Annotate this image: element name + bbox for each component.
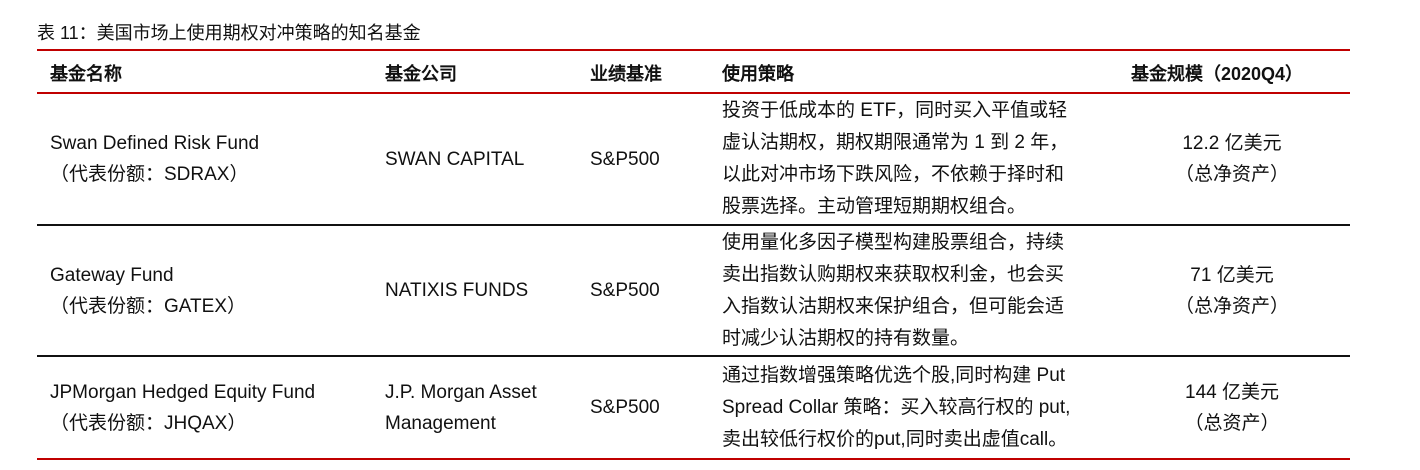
strategy-line: 通过指数增强策略优选个股,同时构建 Put [722, 364, 1066, 386]
table-row: Gateway Fund （代表份额：GATEX） NATIXIS FUNDS S… [37, 226, 1350, 355]
strategy-line: 入指数认沽期权来保护组合，但可能会适 [722, 295, 1065, 317]
fund-ticker: （代表份额：SDRAX） [50, 164, 249, 185]
fund-ticker: （代表份额：GATEX） [50, 295, 246, 317]
strategy-line: 虚认沽期权，期权期限通常为 1 到 2 年， [722, 132, 1069, 153]
fund-benchmark: S&P500 [590, 148, 660, 170]
strategy-line: 使用量化多因子模型构建股票组合，持续 [722, 231, 1065, 253]
fund-size-note: （总资产） [1184, 412, 1280, 434]
fund-benchmark: S&P500 [590, 397, 660, 418]
row-separator [37, 355, 1350, 357]
strategy-line: 以此对冲市场下跌风险，不依赖于择时和 [722, 164, 1065, 185]
table-row: Swan Defined Risk Fund （代表份额：SDRAX） SWAN … [37, 94, 1350, 224]
fund-company: J.P. Morgan Asset [385, 381, 537, 403]
fund-size: 12.2 亿美元 [1182, 133, 1282, 154]
header-strategy: 使用策略 [722, 64, 794, 84]
top-rule [37, 49, 1350, 51]
fund-benchmark: S&P500 [590, 280, 660, 301]
strategy-line: 投资于低成本的 ETF，同时买入平值或轻 [722, 100, 1068, 121]
fund-name: JPMorgan Hedged Equity Fund [50, 381, 316, 403]
fund-name: Swan Defined Risk Fund [50, 133, 260, 154]
fund-size: 144 亿美元 [1185, 381, 1279, 403]
table-title: 表 11：美国市场上使用期权对冲策略的知名基金 [37, 23, 421, 43]
header-benchmark: 业绩基准 [590, 64, 662, 84]
fund-size-note: （总净资产） [1174, 295, 1289, 317]
strategy-line: 时减少认沽期权的持有数量。 [722, 327, 970, 349]
row-separator [37, 224, 1350, 226]
header-company: 基金公司 [385, 64, 457, 84]
fund-company: NATIXIS FUNDS [385, 280, 529, 301]
strategy-line: 卖出较低行权价的put,同时卖出虚值call。 [722, 428, 1068, 450]
table-row: JPMorgan Hedged Equity Fund （代表份额：JHQAX） … [37, 357, 1350, 458]
strategy-line: Spread Collar 策略：买入较高行权的 put, [722, 396, 1071, 418]
strategy-line: 股票选择。主动管理短期期权组合。 [722, 196, 1027, 217]
fund-company: Management [385, 412, 496, 434]
header-size: 基金规模（2020Q4） [1131, 64, 1304, 84]
fund-size-note: （总净资产） [1174, 164, 1289, 185]
header-rule [37, 92, 1350, 94]
bottom-rule [37, 458, 1350, 460]
fund-size: 71 亿美元 [1190, 264, 1274, 286]
strategy-line: 卖出指数认购期权来获取权利金，也会买 [722, 263, 1065, 285]
fund-name: Gateway Fund [50, 264, 174, 286]
fund-company: SWAN CAPITAL [385, 148, 525, 170]
fund-ticker: （代表份额：JHQAX） [50, 412, 247, 434]
header-fund-name: 基金名称 [50, 64, 122, 84]
